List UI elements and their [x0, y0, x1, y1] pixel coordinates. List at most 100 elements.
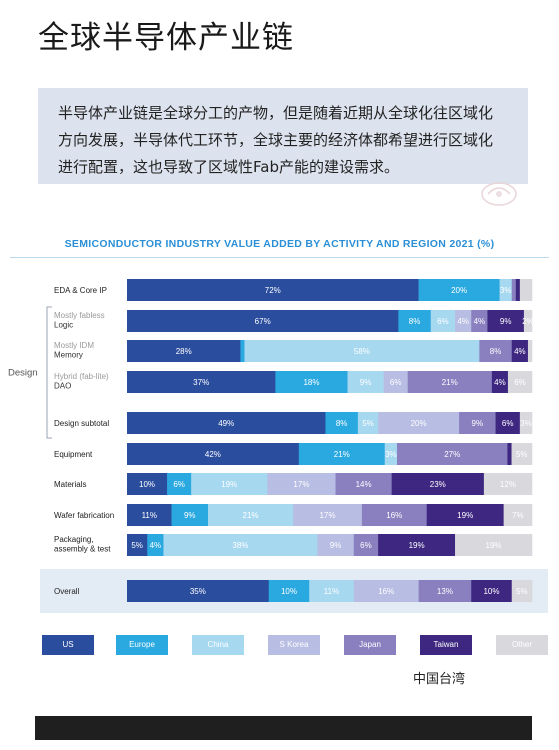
bar-segment-china	[384, 443, 398, 465]
data-label: 6%	[514, 378, 526, 387]
bar-segment-us	[127, 534, 148, 556]
bar-segment-s-korea	[267, 473, 336, 495]
data-label: 5%	[362, 419, 374, 428]
bar-segment-us	[127, 580, 270, 602]
data-label: 19%	[457, 511, 473, 520]
row-label: Packaging,	[54, 535, 94, 544]
bar-segment-taiwan	[495, 412, 521, 434]
data-label: 23%	[430, 480, 446, 489]
bar-segment-japan	[418, 580, 472, 602]
data-label: 5%	[516, 450, 528, 459]
legend-item-japan: Japan	[344, 635, 396, 655]
bar-segment-japan	[459, 412, 496, 434]
data-label: 4%	[514, 347, 526, 356]
data-label: 10%	[281, 587, 297, 596]
bar-segment-taiwan	[378, 534, 456, 556]
bar-segment-us	[127, 340, 241, 362]
bar-segment-us	[127, 310, 399, 332]
bar-segment-europe	[418, 279, 500, 301]
bar-segment-us	[127, 443, 300, 465]
row-label: Mostly IDM	[54, 341, 94, 350]
bar-segment-s-korea	[383, 371, 408, 393]
data-label: 3%	[500, 286, 512, 295]
bar-segment-japan	[335, 473, 392, 495]
data-label: 11%	[142, 511, 157, 520]
page-title: 全球半导体产业链	[38, 20, 294, 56]
data-label: 21%	[442, 378, 458, 387]
bar-segment-other	[511, 580, 533, 602]
bar-segment-europe	[240, 340, 245, 362]
row-label: Design subtotal	[54, 419, 109, 428]
bar-segment-china	[163, 534, 318, 556]
data-label: 11%	[324, 587, 339, 596]
data-label: 3%	[385, 450, 397, 459]
data-label: 2%	[522, 317, 534, 326]
bar-segment-us	[127, 473, 168, 495]
design-group-label: Design	[8, 368, 38, 379]
data-label: 10%	[483, 587, 499, 596]
legend-item-s-korea: S Korea	[268, 635, 320, 655]
bar-segment-taiwan	[515, 279, 521, 301]
legend-item-us: US	[42, 635, 94, 655]
data-label: 19%	[221, 480, 237, 489]
footnote: 中国台湾	[413, 672, 466, 687]
data-label: 6%	[360, 541, 372, 550]
data-label: 7%	[512, 511, 524, 520]
data-label: 17%	[293, 480, 309, 489]
bar-segment-other	[519, 412, 533, 434]
bar-segment-japan	[397, 443, 508, 465]
data-label: 9%	[472, 419, 484, 428]
bar-segment-other	[455, 534, 533, 556]
bar-segment-china	[191, 473, 268, 495]
data-label: 17%	[319, 511, 335, 520]
bar-segment-other	[483, 473, 533, 495]
data-label: 3%	[520, 419, 532, 428]
bar-segment-japan	[511, 279, 517, 301]
data-label: 6%	[390, 378, 402, 387]
legend-item-china: China	[192, 635, 244, 655]
bar-segment-other	[519, 279, 533, 301]
row-label: Hybrid (fab-lite)	[54, 372, 109, 381]
bar-segment-other	[511, 443, 533, 465]
bar-segment-taiwan	[511, 340, 529, 362]
row-label: Wafer fabrication	[54, 511, 114, 520]
data-label: 9%	[360, 378, 372, 387]
data-label: 5%	[131, 541, 143, 550]
data-label: 37%	[193, 378, 209, 387]
legend-item-other: Other	[496, 635, 548, 655]
bar-segment-s-korea	[317, 534, 355, 556]
data-label: 28%	[176, 347, 192, 356]
row-label: Mostly fabless	[54, 311, 105, 320]
data-label: 20%	[411, 419, 427, 428]
bar-segment-japan	[361, 504, 427, 526]
bar-segment-taiwan	[491, 371, 509, 393]
data-label: 35%	[190, 587, 206, 596]
data-label: 5%	[516, 587, 528, 596]
bar-segment-japan	[353, 534, 379, 556]
data-label: 27%	[444, 450, 460, 459]
data-label: 20%	[451, 286, 467, 295]
data-label: 19%	[409, 541, 425, 550]
bar-segment-taiwan	[487, 310, 525, 332]
bar-segment-japan	[407, 371, 493, 393]
data-label: 4%	[150, 541, 162, 550]
row-label: assembly & test	[54, 545, 111, 554]
bar-segment-china	[309, 580, 355, 602]
row-label: Logic	[54, 321, 73, 330]
bar-segment-japan	[471, 310, 488, 332]
bar-segment-s-korea	[455, 310, 472, 332]
data-label: 8%	[490, 347, 502, 356]
bar-segment-taiwan	[471, 580, 513, 602]
bar-segment-china	[499, 279, 513, 301]
bar-segment-china	[208, 504, 294, 526]
bar-segment-europe	[171, 504, 209, 526]
stacked-bar-chart: Design EDA & Core IP 72% 20% 3% Mostly fables…	[8, 279, 548, 613]
legend-item-taiwan: Taiwan	[420, 635, 472, 655]
data-label: 6%	[502, 419, 514, 428]
bar-segment-taiwan	[391, 473, 485, 495]
data-label: 4%	[457, 317, 469, 326]
bar-segment-s-korea	[293, 504, 363, 526]
bar-segment-other	[527, 340, 533, 362]
data-label: 16%	[378, 587, 394, 596]
data-label: 9%	[330, 541, 342, 550]
